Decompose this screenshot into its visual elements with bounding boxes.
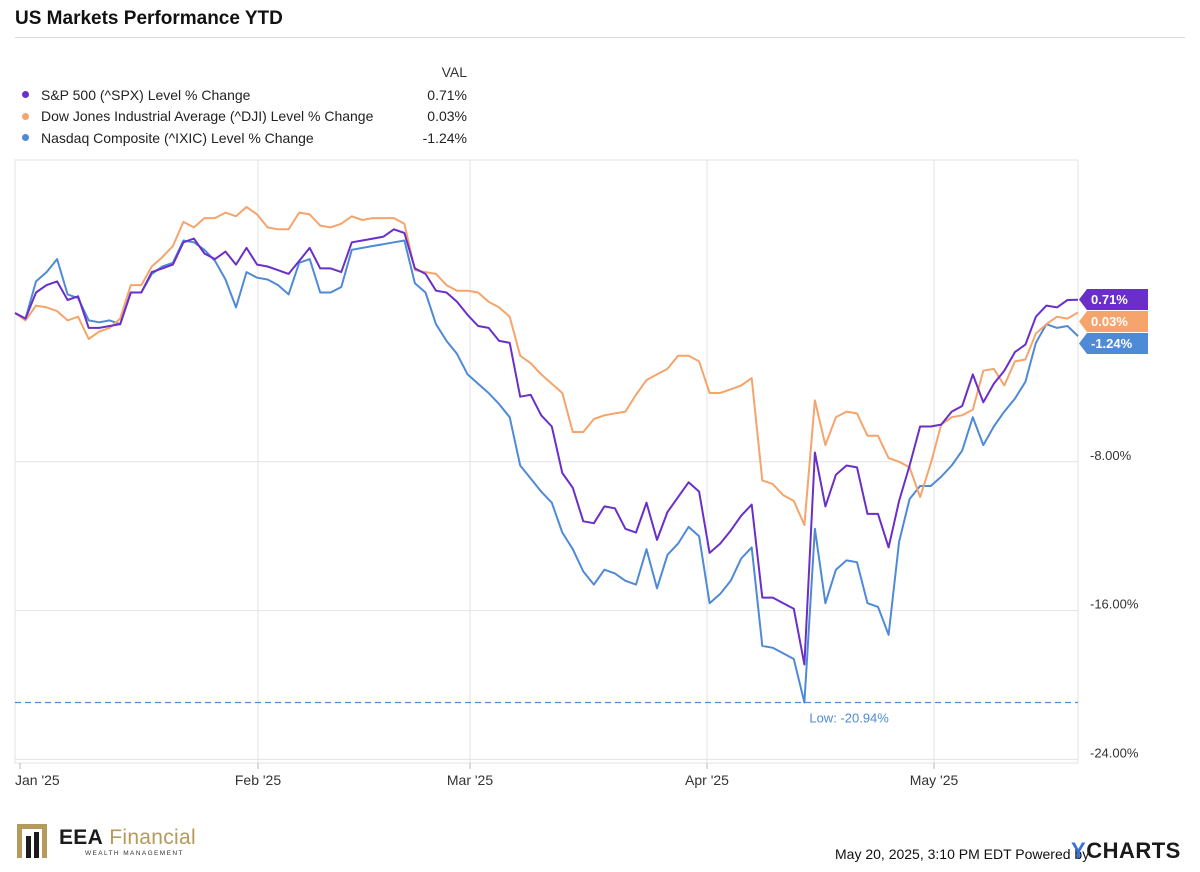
logo-name-light: Financial — [103, 826, 196, 849]
x-tick-label: Mar '25 — [447, 772, 493, 788]
title-divider — [15, 37, 1185, 38]
end-value-flag — [1079, 311, 1148, 332]
eea-financial-logo: EEA Financial WEALTH MANAGEMENT — [15, 822, 205, 862]
end-value-label: 0.03% — [1091, 314, 1128, 329]
x-tick-label: Apr '25 — [685, 772, 729, 788]
logo-tagline: WEALTH MANAGEMENT — [85, 850, 184, 857]
legend-label: Dow Jones Industrial Average (^DJI) Leve… — [41, 108, 374, 125]
legend-value-header: VAL — [441, 64, 467, 80]
legend-value: 0.03% — [427, 108, 467, 125]
legend-label: S&P 500 (^SPX) Level % Change — [41, 86, 251, 103]
x-tick-label: Feb '25 — [235, 772, 281, 788]
series-line-spx[interactable] — [14, 228, 1079, 666]
eea-logo-icon — [17, 824, 47, 858]
legend-dot-icon — [22, 112, 29, 120]
logo-name: EEA Financial — [59, 826, 196, 850]
legend-dot-icon — [22, 91, 29, 99]
end-value-label: -1.24% — [1091, 336, 1133, 351]
legend-item-ixic[interactable]: Nasdaq Composite (^IXIC) Level % Change … — [22, 127, 467, 149]
y-tick-label: -8.00% — [1090, 448, 1132, 463]
end-value-flag — [1079, 333, 1148, 354]
legend-label: Nasdaq Composite (^IXIC) Level % Change — [41, 129, 314, 146]
low-annotation-label: Low: -20.94% — [809, 710, 889, 725]
logo-name-strong: EEA — [59, 826, 104, 849]
legend-item-spx[interactable]: S&P 500 (^SPX) Level % Change 0.71% — [22, 84, 467, 106]
end-value-flag — [1079, 289, 1148, 310]
end-value-label: 0.71% — [1091, 292, 1128, 307]
legend: VAL S&P 500 (^SPX) Level % Change 0.71% … — [22, 64, 467, 149]
y-tick-label: -16.00% — [1090, 597, 1139, 612]
ycharts-logo-text: CHARTS — [1086, 838, 1181, 863]
ycharts-logo-y: Y — [1071, 838, 1087, 863]
legend-value: 0.71% — [427, 86, 467, 103]
x-tick-label: Jan '25 — [15, 772, 60, 788]
legend-item-dji[interactable]: Dow Jones Industrial Average (^DJI) Leve… — [22, 106, 467, 128]
x-tick-label: May '25 — [910, 772, 959, 788]
ycharts-logo[interactable]: YCHARTS — [1071, 838, 1181, 864]
chart-title: US Markets Performance YTD — [15, 8, 283, 29]
legend-dot-icon — [22, 134, 29, 142]
series-line-dji[interactable] — [14, 206, 1079, 526]
footer-timestamp: May 20, 2025, 3:10 PM EDT Powered by — [835, 846, 1090, 862]
series-line-ixic[interactable] — [14, 239, 1079, 704]
y-tick-label: -24.00% — [1090, 745, 1139, 760]
legend-value: -1.24% — [422, 129, 467, 146]
